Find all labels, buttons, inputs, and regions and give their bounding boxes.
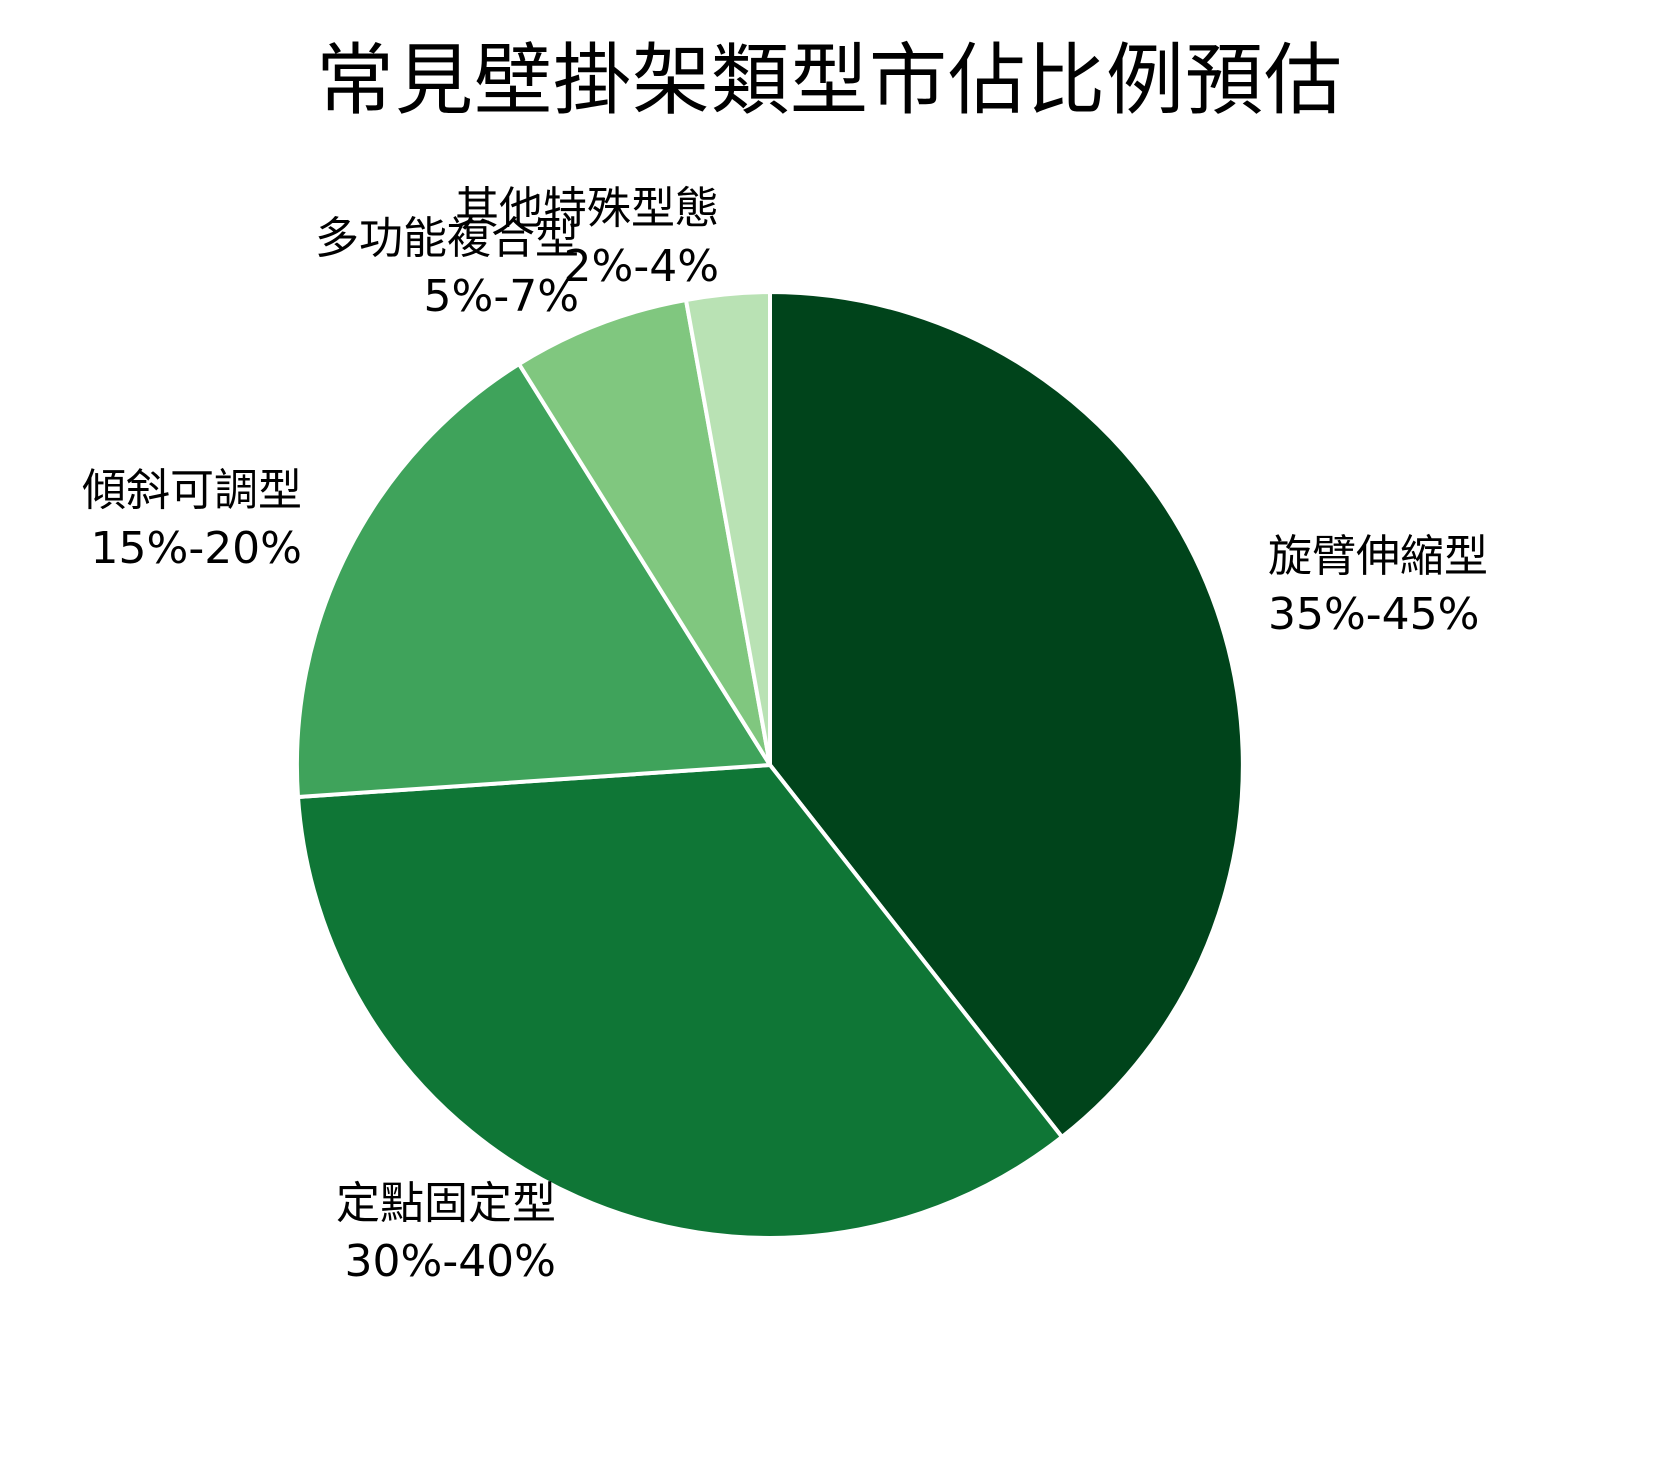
label-range: 2%-4% bbox=[563, 241, 719, 292]
label-swing-arm: 旋臂伸縮型 35%-45% bbox=[1268, 528, 1488, 644]
chart-title: 常見壁掛架類型市佔比例預估 bbox=[315, 36, 1343, 126]
label-tilt: 傾斜可調型 15%-20% bbox=[82, 462, 302, 578]
label-range: 5%-7% bbox=[423, 271, 579, 322]
label-fixed: 定點固定型 30%-40% bbox=[336, 1175, 556, 1291]
label-name: 旋臂伸縮型 bbox=[1268, 531, 1488, 582]
slice-other bbox=[684, 290, 772, 767]
slice-swing-arm bbox=[768, 290, 1245, 1139]
label-range: 15%-20% bbox=[90, 523, 302, 574]
label-name: 定點固定型 bbox=[336, 1178, 556, 1229]
slice-multifunction bbox=[517, 298, 772, 767]
label-range: 30%-40% bbox=[344, 1236, 556, 1287]
label-range: 35%-45% bbox=[1268, 589, 1480, 640]
label-name: 傾斜可調型 bbox=[82, 465, 302, 516]
slice-tilt bbox=[294, 362, 772, 799]
label-multifunction: 多功能複合型 5%-7% bbox=[315, 210, 579, 326]
label-name: 其他特殊型態 bbox=[455, 183, 719, 234]
slice-fixed bbox=[296, 763, 1064, 1240]
label-name: 多功能複合型 bbox=[315, 213, 579, 264]
label-other: 其他特殊型態 2%-4% bbox=[455, 180, 719, 296]
